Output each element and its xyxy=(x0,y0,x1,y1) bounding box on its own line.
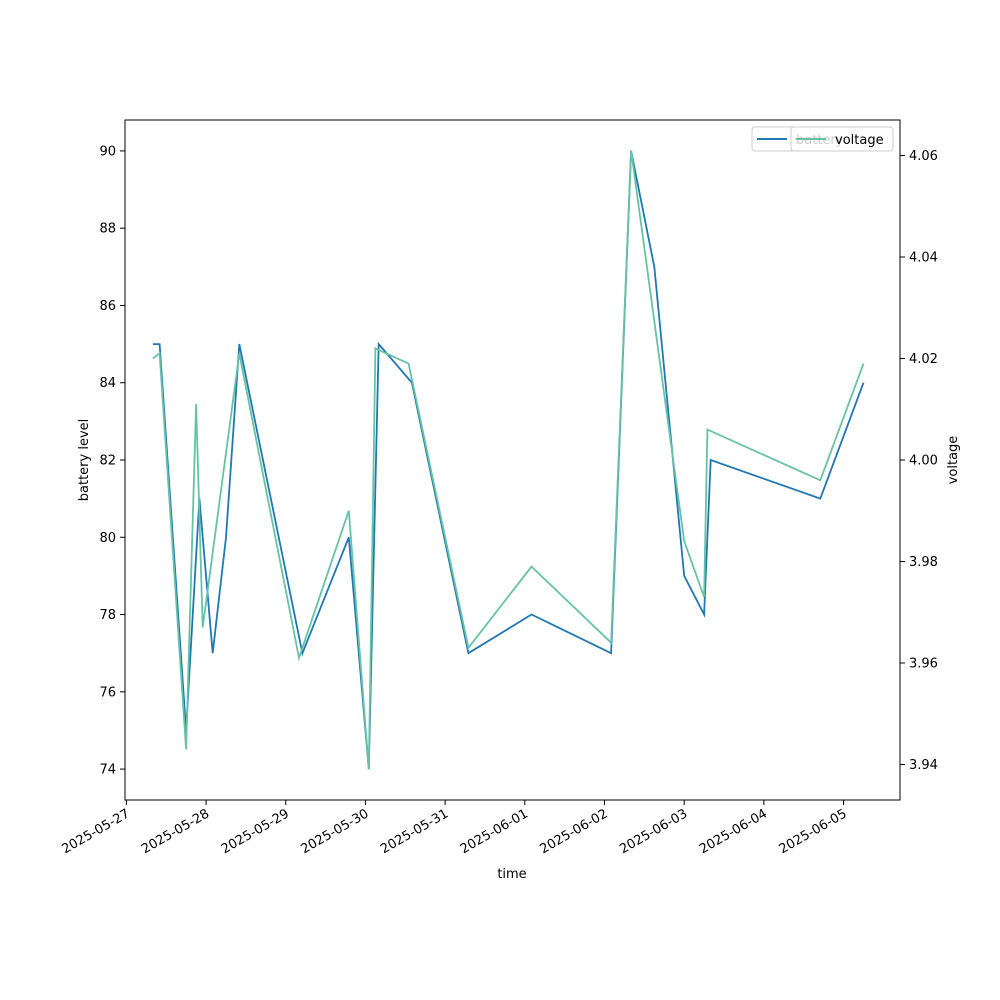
y-right-tick-label: 3.94 xyxy=(909,758,938,773)
y-axis-right: 3.94 3.96 3.98 4.00 4.02 4.04 4.06 xyxy=(900,149,938,773)
y-right-tick-label: 4.00 xyxy=(909,454,938,469)
series-line-battery xyxy=(152,150,865,770)
series-layer xyxy=(152,150,865,770)
y-left-tick-label: 80 xyxy=(99,531,116,546)
y-right-tick-label: 4.04 xyxy=(909,251,938,266)
legend-label-voltage: voltage xyxy=(835,133,884,148)
y-right-tick-label: 3.96 xyxy=(909,656,938,671)
y-axis-right-label: voltage xyxy=(946,436,961,485)
y-right-tick-label: 4.06 xyxy=(909,149,938,164)
y-left-tick-label: 78 xyxy=(99,608,116,623)
y-left-tick-label: 74 xyxy=(99,763,116,778)
y-right-tick-label: 3.98 xyxy=(909,555,938,570)
y-left-tick-label: 88 xyxy=(99,222,116,237)
y-left-tick-label: 82 xyxy=(99,454,116,469)
y-left-tick-label: 76 xyxy=(99,685,116,700)
y-left-tick-label: 90 xyxy=(99,144,116,159)
y-axis-left-label: battery level xyxy=(77,419,92,502)
y-left-tick-label: 84 xyxy=(99,376,116,391)
y-right-tick-label: 4.02 xyxy=(909,352,938,367)
y-axis-left: 74 76 78 80 82 84 86 88 90 xyxy=(99,144,125,778)
legend-box-voltage xyxy=(790,126,894,152)
y-left-tick-label: 86 xyxy=(99,299,116,314)
legend: batteryvoltage xyxy=(751,126,894,152)
series-line-voltage xyxy=(152,150,865,770)
x-axis-label: time xyxy=(497,867,526,882)
